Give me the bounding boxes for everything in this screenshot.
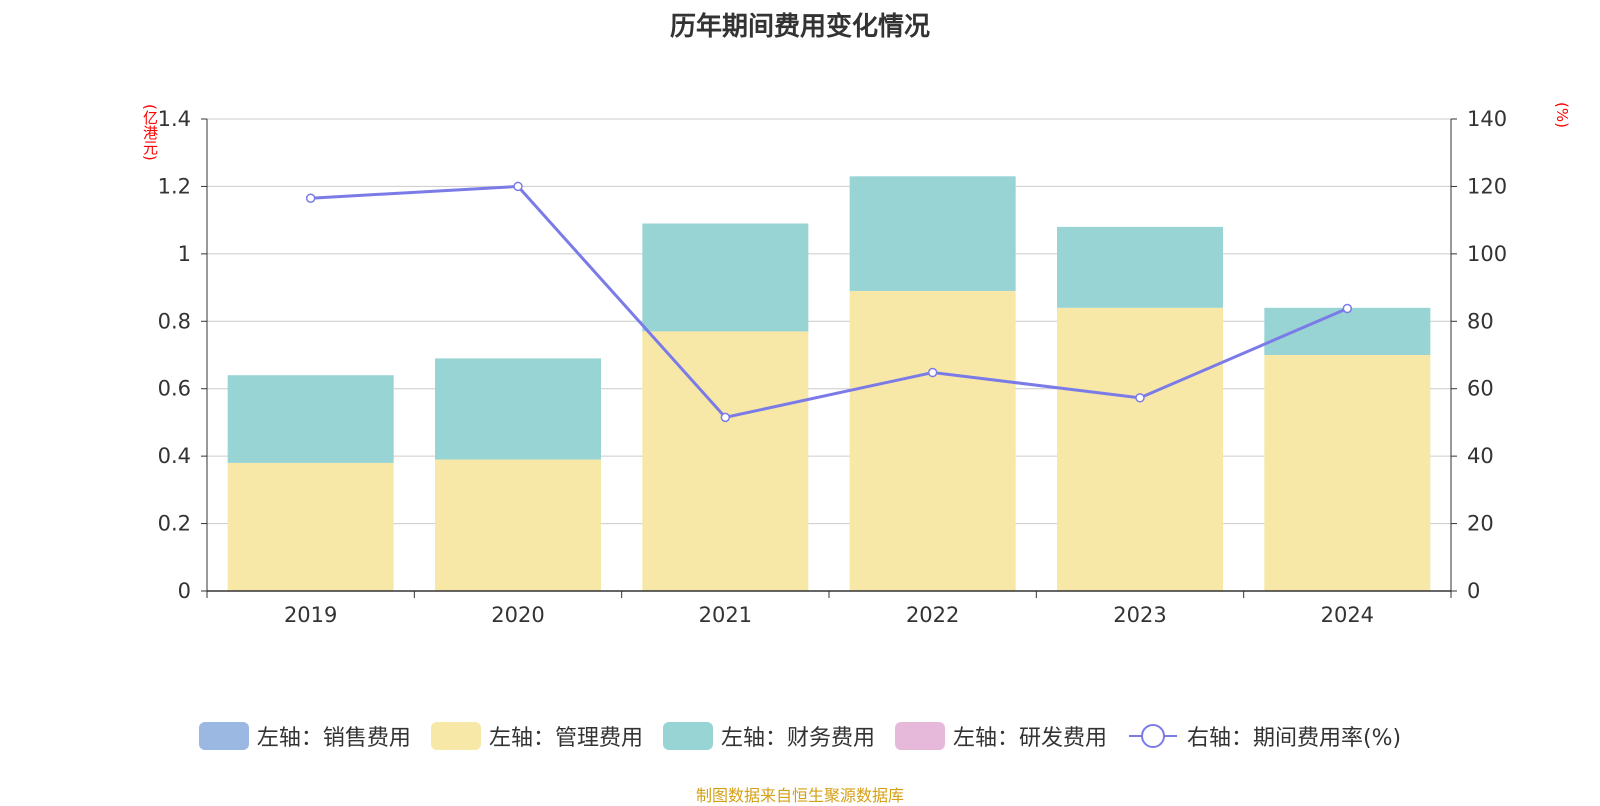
left-axis-unit: (亿港元) <box>141 104 159 161</box>
right-axis-tick-label: 60 <box>1467 377 1494 401</box>
x-axis-tick-label: 2023 <box>1113 603 1166 627</box>
x-axis-tick-label: 2021 <box>699 603 752 627</box>
left-axis-tick-label: 1 <box>178 242 191 266</box>
bar-2020-series1 <box>435 459 601 591</box>
rate-point-2021 <box>720 412 731 423</box>
right-axis-tick-label: 100 <box>1467 242 1507 266</box>
right-axis-tick-label: 140 <box>1467 107 1507 131</box>
bar-2024-series2 <box>1264 307 1431 355</box>
legend-label-rd: 左轴：研发费用 <box>952 726 1107 751</box>
chart-legend: 左轴：销售费用 左轴：管理费用 左轴：财务费用 左轴：研发费用 右轴：期间费用率… <box>0 720 1600 752</box>
rate-line <box>310 184 1348 420</box>
legend-label-sales: 左轴：销售费用 <box>256 726 411 751</box>
bar-2019-series1 <box>227 462 394 591</box>
rate-point-2020 <box>513 181 523 192</box>
chart-plot: 0 0.2 0.4 0.6 0.8 1 1.2 1.4 0 20 40 60 80 100 120 140 20… <box>158 107 1508 627</box>
data-source-note: 制图数据来自恒生聚源数据库 <box>695 786 904 805</box>
right-axis-tick-label: 120 <box>1467 174 1507 198</box>
bar-2021-series2 <box>642 223 809 332</box>
rate-point-2019 <box>305 193 316 203</box>
right-axis-tick-label: 80 <box>1467 309 1494 333</box>
bar-2024-series1 <box>1264 355 1431 591</box>
right-axis-unit: (%) <box>1553 102 1571 128</box>
rate-point-2023 <box>1135 393 1145 403</box>
right-axis-tick-label: 0 <box>1467 579 1480 603</box>
legend-item-sales[interactable]: 左轴：销售费用 <box>198 720 411 752</box>
legend-label-rate: 右轴：期间费用率(%) <box>1186 726 1402 751</box>
bar-2022-series2 <box>849 176 1016 291</box>
left-axis-tick-label: 1.4 <box>158 107 191 131</box>
rate-point-2024 <box>1342 303 1353 314</box>
right-axis-tick-label: 40 <box>1467 444 1494 468</box>
x-axis-tick-label: 2024 <box>1321 603 1374 627</box>
chart-title: 历年期间费用变化情况 <box>669 12 930 42</box>
legend-swatch-rate <box>1128 724 1177 748</box>
bar-2021-series1 <box>642 331 809 591</box>
bar-2020-series2 <box>435 358 601 460</box>
left-axis-tick-label: 0.4 <box>158 444 191 468</box>
bar-2023-series1 <box>1057 307 1223 591</box>
legend-item-admin[interactable]: 左轴：管理费用 <box>430 720 643 752</box>
rate-point-2022 <box>927 367 938 378</box>
left-axis-tick-label: 0 <box>178 579 191 603</box>
legend-swatch-finance <box>662 722 713 750</box>
legend-item-finance[interactable]: 左轴：财务费用 <box>662 720 875 752</box>
legend-swatch-admin <box>430 722 481 750</box>
legend-label-admin: 左轴：管理费用 <box>488 726 643 751</box>
legend-item-rd[interactable]: 左轴：研发费用 <box>894 720 1107 752</box>
legend-swatch-sales <box>198 722 249 750</box>
bar-2022-series1 <box>849 290 1016 591</box>
left-axis-tick-label: 0.6 <box>158 377 191 401</box>
bar-2019-series2 <box>227 375 394 463</box>
left-axis-tick-label: 1.2 <box>158 174 191 198</box>
left-axis-tick-label: 0.2 <box>158 512 191 536</box>
x-axis-tick-label: 2019 <box>284 603 337 627</box>
x-axis-tick-label: 2020 <box>491 603 544 627</box>
x-axis-tick-label: 2022 <box>906 603 959 627</box>
right-axis-tick-label: 20 <box>1467 512 1494 536</box>
legend-item-rate[interactable]: 右轴：期间费用率(%) <box>1127 720 1401 752</box>
left-axis-tick-label: 0.8 <box>158 309 191 333</box>
bar-2023-series2 <box>1057 226 1223 308</box>
legend-swatch-rd <box>894 722 945 750</box>
legend-label-finance: 左轴：财务费用 <box>720 726 875 751</box>
